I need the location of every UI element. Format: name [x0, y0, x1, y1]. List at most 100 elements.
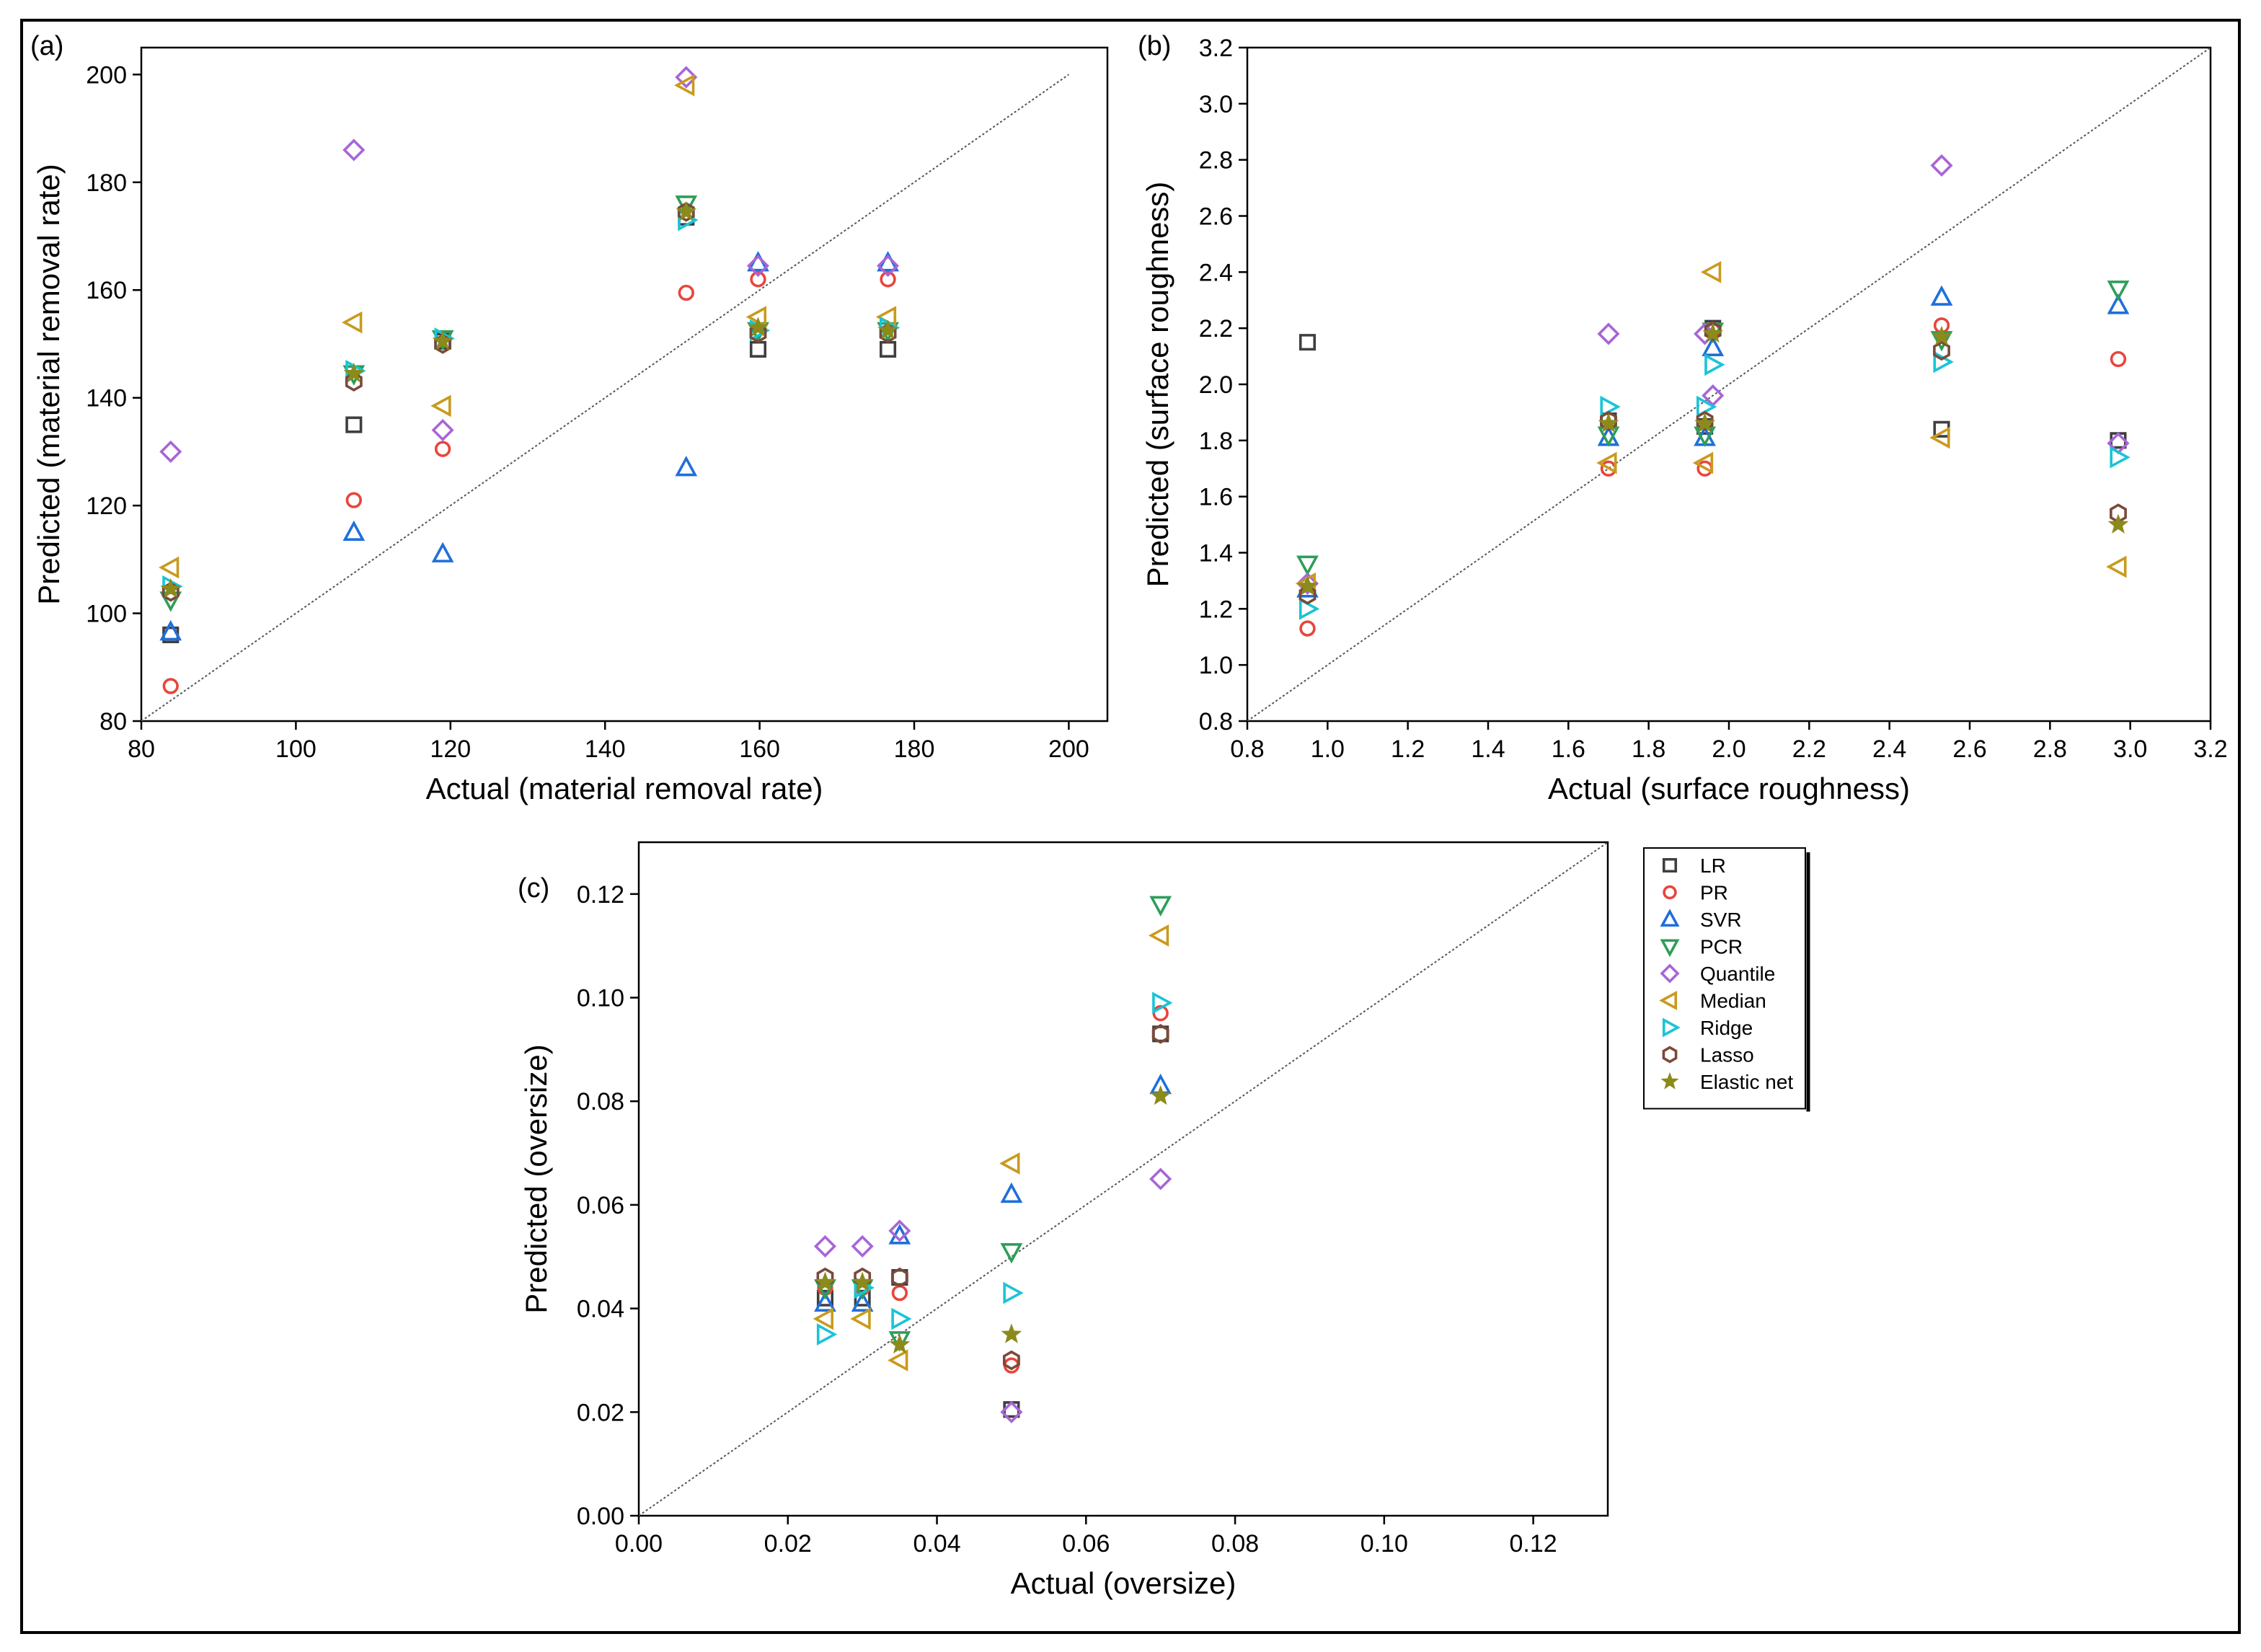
point-elastic-net-a: [343, 362, 365, 383]
x-tick-label-b: 1.2: [1391, 736, 1425, 763]
legend-label-lasso: Lasso: [1700, 1044, 1754, 1066]
legend-label-median: Median: [1700, 990, 1766, 1012]
point-ridge-b: [1298, 597, 1320, 620]
series-median-a: [158, 74, 897, 579]
point-quantile-c: [888, 1219, 911, 1242]
point-lasso-b: [1704, 321, 1722, 341]
point-pr-b: [1299, 620, 1316, 637]
point-quantile-b: [1930, 154, 1953, 177]
series-quantile-a: [159, 66, 900, 463]
x-axis-title-b: Actual (surface roughness): [1548, 772, 1910, 805]
point-elastic-net-c: [1001, 1323, 1022, 1343]
point-ridge-b: [1704, 353, 1725, 376]
point-lr-c: [1003, 1401, 1020, 1418]
figure-border: [20, 19, 2241, 1634]
point-lasso-c: [1151, 1024, 1169, 1044]
identity-line-c: [638, 842, 1609, 1516]
x-axis-title-c: Actual (oversize): [1011, 1566, 1236, 1600]
point-pr-a: [162, 678, 179, 694]
y-tick-label-b: 1.2: [1199, 596, 1233, 623]
x-tick-label-b: 1.6: [1552, 736, 1585, 763]
point-pr-a: [345, 492, 362, 508]
legend-label-svr: SVR: [1700, 909, 1742, 931]
point-elastic-net-a: [432, 330, 453, 350]
point-elastic-net-b: [1694, 412, 1715, 433]
point-median-a: [158, 556, 180, 579]
point-quantile-a: [877, 255, 900, 278]
point-quantile-a: [746, 255, 770, 278]
panel-label-a: (a): [30, 31, 63, 61]
point-elastic-net-c: [889, 1333, 911, 1354]
point-lasso-b: [1298, 585, 1317, 605]
point-lasso-a: [749, 323, 767, 343]
series-pcr-a: [159, 195, 899, 612]
x-tick-label-a: 180: [894, 736, 935, 763]
chart-panel-c: 0.00 0.02 0.04 0.06 0.08 0.10 0.12 0.00 0.02 0.04…: [518, 841, 1609, 1600]
series-elastic-net-b: [1297, 322, 2129, 596]
point-ridge-c: [1152, 991, 1173, 1015]
y-tick-label-c: 0.10: [577, 985, 624, 1012]
x-tick-label-a: 80: [128, 736, 155, 763]
point-median-a: [673, 74, 695, 97]
identity-line-a: [141, 74, 1069, 722]
x-tick-label-b: 2.0: [1712, 736, 1745, 763]
point-median-b: [1692, 451, 1714, 474]
point-lasso-b: [1600, 410, 1617, 431]
point-median-b: [1700, 260, 1722, 283]
point-lasso-c: [890, 1267, 908, 1288]
x-tick-label-a: 140: [585, 736, 626, 763]
y-tick-label-b: 2.0: [1199, 371, 1233, 399]
point-elastic-net-a: [160, 578, 182, 598]
point-lasso-b: [1696, 410, 1714, 431]
x-tick-label-b: 2.6: [1952, 736, 1986, 763]
point-median-b: [1596, 451, 1617, 474]
point-pr-a: [678, 284, 694, 301]
y-tick-label-a: 140: [86, 385, 127, 412]
y-axis-title-b: Predicted (surface roughness): [1141, 182, 1174, 588]
point-pcr-c: [1000, 1243, 1023, 1264]
y-axis-title-c: Predicted (oversize): [519, 1044, 553, 1313]
series-elastic-net-c: [815, 1085, 1172, 1354]
point-pr-c: [891, 1284, 908, 1302]
series-quantile-c: [813, 1167, 1172, 1423]
point-elastic-net-a: [877, 319, 898, 340]
point-pr-a: [880, 271, 896, 288]
y-tick-label-c: 0.00: [577, 1503, 624, 1530]
legend-label-pr: PR: [1700, 882, 1728, 904]
point-elastic-net-c: [851, 1271, 873, 1291]
y-tick-label-b: 1.8: [1199, 428, 1233, 455]
x-tick-label-b: 2.2: [1792, 736, 1826, 763]
identity-line-b: [1247, 47, 2211, 722]
point-elastic-net-a: [676, 200, 697, 221]
point-quantile-c: [813, 1234, 837, 1258]
y-tick-label-a: 180: [86, 169, 127, 197]
point-quantile-c: [851, 1234, 874, 1258]
x-tick-label-c: 0.00: [615, 1530, 663, 1558]
plot-area-a: [140, 46, 1109, 723]
chart-panel-b: 0.8 1.0 1.2 1.4 1.6 1.8 2.0 2.2 2.4 2.6 2.8 3.0 3.2 0…: [1138, 31, 2228, 805]
point-elastic-net-c: [815, 1271, 836, 1291]
point-ridge-b: [1600, 395, 1621, 418]
x-tick-label-c: 0.12: [1510, 1530, 1557, 1558]
point-elastic-net-a: [748, 317, 769, 337]
point-svr-a: [675, 456, 698, 477]
y-tick-label-b: 3.2: [1199, 35, 1233, 62]
point-quantile-a: [675, 66, 698, 89]
point-median-c: [999, 1152, 1020, 1175]
x-tick-label-b: 0.8: [1230, 736, 1264, 763]
legend-label-lr: LR: [1700, 854, 1726, 877]
point-pr-a: [434, 441, 451, 457]
point-quantile-c: [1000, 1400, 1023, 1423]
series-pr-a: [162, 271, 896, 694]
point-pcr-b: [1296, 555, 1319, 576]
x-tick-label-b: 1.4: [1471, 736, 1505, 763]
y-tick-label-b: 0.8: [1199, 708, 1233, 736]
y-tick-label-c: 0.02: [577, 1399, 624, 1426]
x-tick-label-c: 0.06: [1062, 1530, 1110, 1558]
point-median-c: [850, 1307, 871, 1330]
x-axis-title-a: Actual (material removal rate): [426, 772, 823, 805]
x-tick-label-b: 2.8: [2033, 736, 2067, 763]
point-svr-c: [1000, 1182, 1023, 1203]
y-tick-label-b: 2.8: [1199, 147, 1233, 175]
series-pr-b: [1299, 317, 2127, 637]
